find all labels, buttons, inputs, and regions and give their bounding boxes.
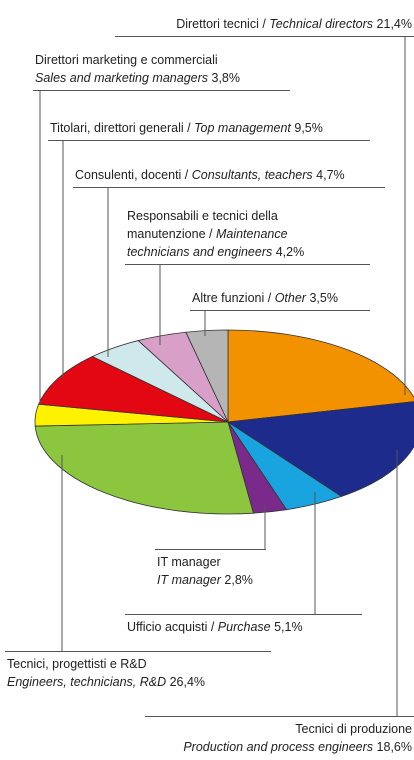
slice-label: Direttori tecnici / Technical directors … bbox=[115, 14, 414, 37]
slice-label: Tecnici di produzione Production and proc… bbox=[145, 716, 414, 757]
slice-label: Titolari, direttori generali / Top manag… bbox=[48, 118, 370, 141]
label-english: Maintenance technicians and engineers bbox=[127, 227, 288, 259]
pie-slice bbox=[34, 421, 254, 515]
value-label: 2,8% bbox=[224, 573, 253, 587]
label-italian: Responsabili e tecnici della manutenzion… bbox=[127, 209, 278, 241]
slice-label: IT manager IT manager 2,8% bbox=[155, 549, 266, 590]
value-label: 3,5% bbox=[309, 291, 338, 305]
label-italian: Direttori marketing e commerciali bbox=[35, 53, 218, 67]
label-english: Technical directors bbox=[269, 17, 374, 31]
label-italian: Direttori tecnici / bbox=[176, 17, 266, 31]
slice-label: Tecnici, progettisti e R&D Engineers, tec… bbox=[5, 651, 271, 692]
label-english: Purchase bbox=[217, 620, 271, 634]
label-english: Consultants, teachers bbox=[191, 168, 313, 182]
label-italian: Titolari, direttori generali / bbox=[50, 121, 191, 135]
value-label: 9,5% bbox=[294, 121, 323, 135]
label-italian: Tecnici di produzione bbox=[295, 722, 412, 736]
label-english: IT manager bbox=[157, 573, 221, 587]
pie-slice bbox=[227, 329, 414, 423]
slice-label: Direttori marketing e commerciali Sales a… bbox=[33, 50, 290, 91]
label-italian: Consulenti, docenti / bbox=[75, 168, 189, 182]
label-english: Sales and marketing managers bbox=[35, 71, 209, 85]
value-label: 21,4% bbox=[376, 17, 412, 31]
value-label: 3,8% bbox=[211, 71, 241, 85]
value-label: 18,6% bbox=[376, 740, 412, 754]
label-english: Engineers, technicians, R&D bbox=[7, 675, 167, 689]
label-english: Other bbox=[274, 291, 306, 305]
value-label: 5,1% bbox=[274, 620, 303, 634]
pie-slice bbox=[185, 329, 229, 423]
label-italian: Altre funzioni / bbox=[192, 291, 272, 305]
slice-label: Ufficio acquisti / Purchase 5,1% bbox=[125, 614, 362, 637]
slice-label: Consulenti, docenti / Consultants, teach… bbox=[73, 165, 385, 188]
value-label: 26,4% bbox=[169, 675, 206, 689]
slice-label: Responsabili e tecnici della manutenzion… bbox=[125, 206, 370, 265]
label-english: Top management bbox=[194, 121, 291, 135]
value-label: 4,2% bbox=[275, 245, 305, 259]
label-italian: Tecnici, progettisti e R&D bbox=[7, 657, 147, 671]
slice-label: Altre funzioni / Other 3,5% bbox=[190, 288, 370, 311]
value-label: 4,7% bbox=[316, 168, 345, 182]
label-italian: Ufficio acquisti / bbox=[127, 620, 215, 634]
label-english: Production and process engineers bbox=[183, 740, 374, 754]
label-italian: IT manager bbox=[157, 555, 221, 569]
pie-slice bbox=[226, 401, 414, 497]
